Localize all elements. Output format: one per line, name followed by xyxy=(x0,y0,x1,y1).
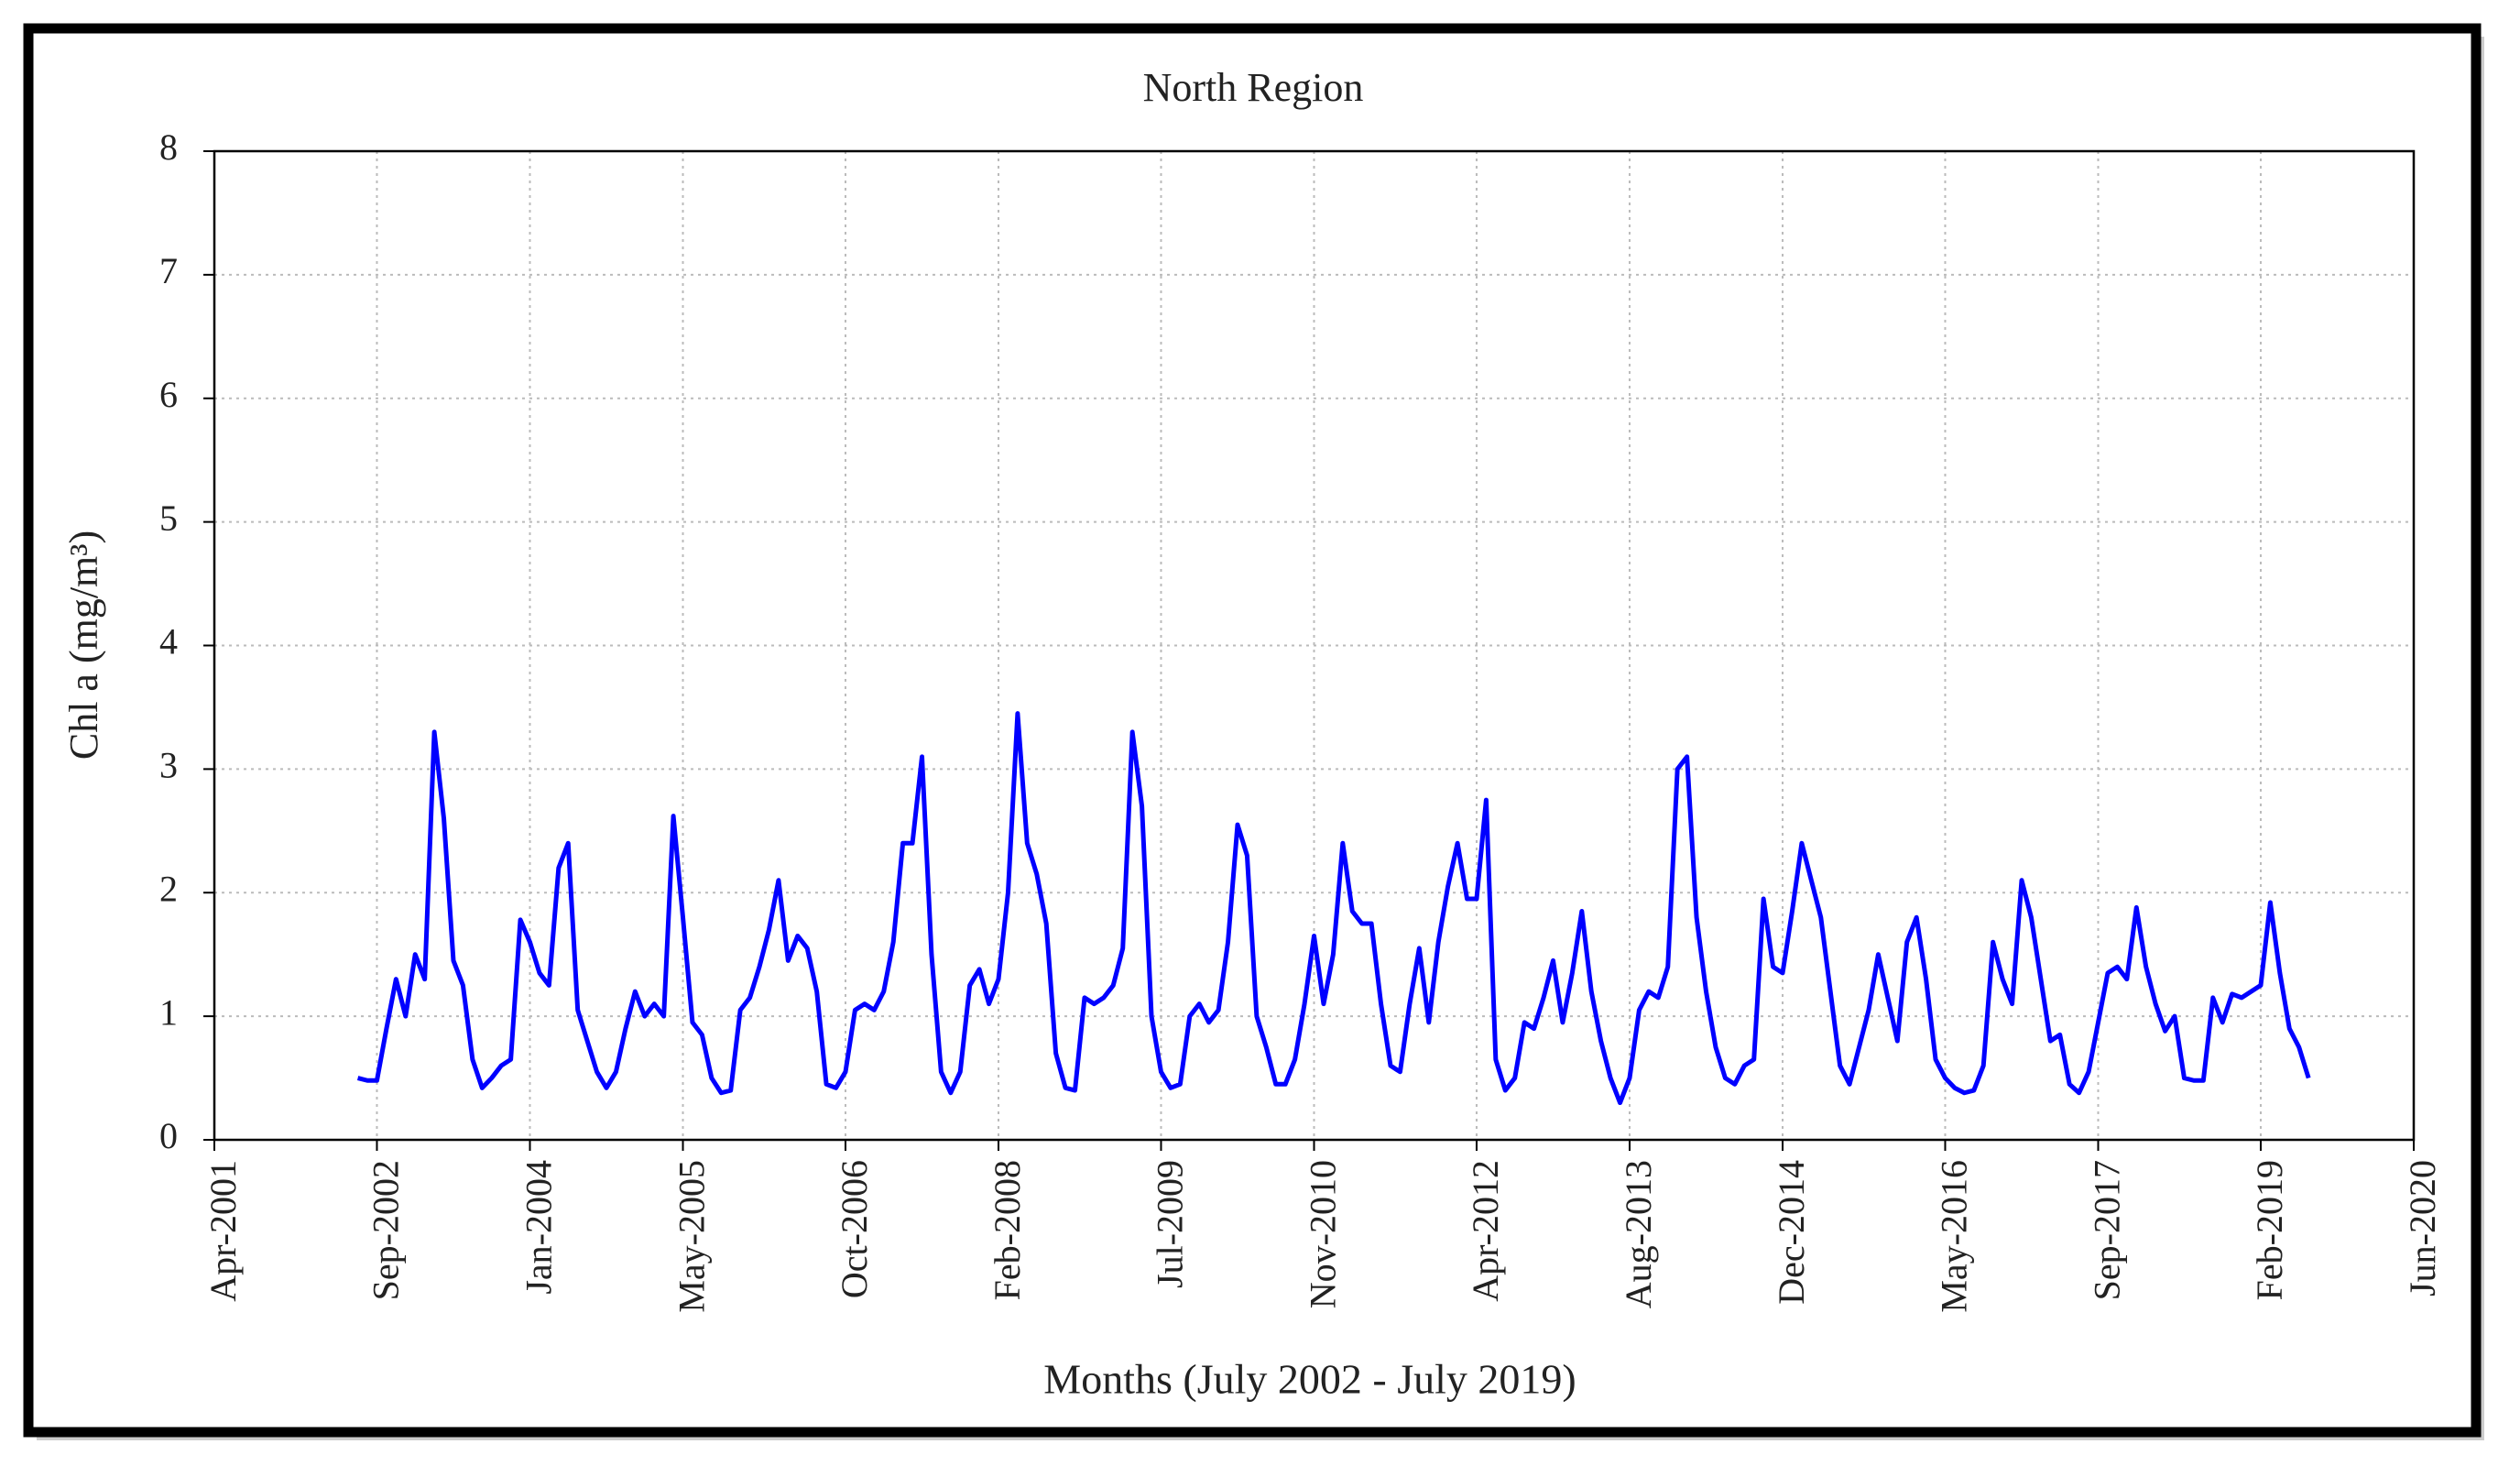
x-tick-label: Feb-2008 xyxy=(987,1160,1028,1300)
y-tick-label: 6 xyxy=(159,374,178,415)
y-tick-label: 4 xyxy=(159,621,178,662)
y-tick-label: 7 xyxy=(159,250,178,291)
x-tick-label: Nov-2010 xyxy=(1303,1160,1344,1308)
x-tick-label: Dec-2014 xyxy=(1771,1160,1812,1305)
plot-border xyxy=(213,149,2416,1142)
x-tick-label: Apr-2012 xyxy=(1465,1160,1506,1302)
x-tick-label: Feb-2019 xyxy=(2249,1160,2290,1300)
x-tick-label: Apr-2001 xyxy=(202,1160,244,1302)
data-line xyxy=(356,711,2311,1106)
frame xyxy=(23,23,2482,1438)
y-tick-label: 0 xyxy=(159,1115,178,1156)
x-tick-label: May-2016 xyxy=(1934,1160,1975,1313)
x-tick-label: May-2005 xyxy=(671,1160,713,1313)
y-axis-label: Chl a (mg/m³) xyxy=(61,531,106,760)
chart-title: North Region xyxy=(1143,65,1364,110)
x-tick-label: Aug-2013 xyxy=(1618,1160,1659,1308)
x-tick-label: Jan-2004 xyxy=(518,1160,560,1295)
y-tick-label: 2 xyxy=(159,868,178,909)
y-tick-label: 5 xyxy=(159,498,178,539)
x-axis-label: Months (July 2002 - July 2019) xyxy=(1043,1356,1576,1403)
x-tick-label: Oct-2006 xyxy=(834,1160,875,1298)
y-tick-label: 3 xyxy=(159,745,178,786)
y-tick-label: 8 xyxy=(159,126,178,168)
x-tick-label: Sep-2017 xyxy=(2087,1160,2128,1300)
x-tick-label: Jul-2009 xyxy=(1150,1160,1191,1288)
x-tick-label: Sep-2002 xyxy=(365,1160,407,1300)
y-tick-label: 1 xyxy=(159,991,178,1033)
x-tick-label: Jun-2020 xyxy=(2402,1160,2443,1296)
